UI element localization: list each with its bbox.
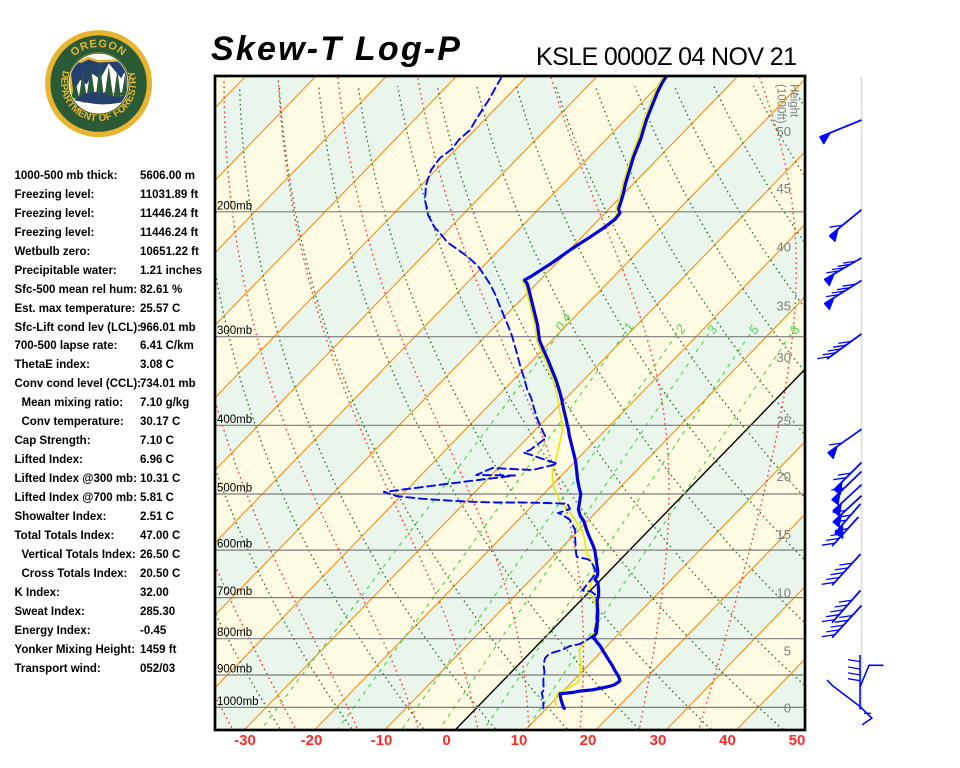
svg-text:400mb: 400mb	[217, 414, 252, 426]
svg-text:300mb: 300mb	[217, 325, 252, 337]
svg-text:-10: -10	[371, 732, 393, 749]
svg-text:200mb: 200mb	[217, 200, 252, 212]
svg-text:500mb: 500mb	[217, 483, 252, 495]
svg-text:0: 0	[442, 732, 450, 749]
svg-text:20: 20	[777, 469, 791, 484]
svg-text:-30: -30	[234, 732, 256, 749]
svg-text:Height: Height	[788, 84, 800, 118]
svg-text:25: 25	[777, 413, 791, 428]
svg-text:10: 10	[777, 586, 791, 601]
svg-text:900mb: 900mb	[217, 664, 252, 676]
svg-text:30: 30	[650, 732, 667, 749]
svg-text:30: 30	[777, 350, 791, 365]
svg-text:800mb: 800mb	[217, 627, 252, 639]
svg-text:600mb: 600mb	[217, 539, 252, 551]
svg-text:0: 0	[784, 701, 791, 716]
svg-text:10: 10	[511, 732, 528, 749]
svg-text:20: 20	[580, 732, 597, 749]
svg-text:-20: -20	[301, 732, 323, 749]
svg-text:50: 50	[777, 124, 791, 139]
svg-text:40: 40	[719, 732, 736, 749]
svg-text:700mb: 700mb	[217, 586, 252, 598]
svg-text:45: 45	[777, 181, 791, 196]
svg-text:50: 50	[789, 732, 806, 749]
svg-text:5: 5	[784, 643, 791, 658]
svg-text:40: 40	[777, 240, 791, 255]
svg-text:35: 35	[777, 299, 791, 314]
svg-text:1000mb: 1000mb	[217, 696, 259, 708]
svg-text:15: 15	[777, 527, 791, 542]
svg-text:(1000ft): (1000ft)	[775, 84, 787, 124]
